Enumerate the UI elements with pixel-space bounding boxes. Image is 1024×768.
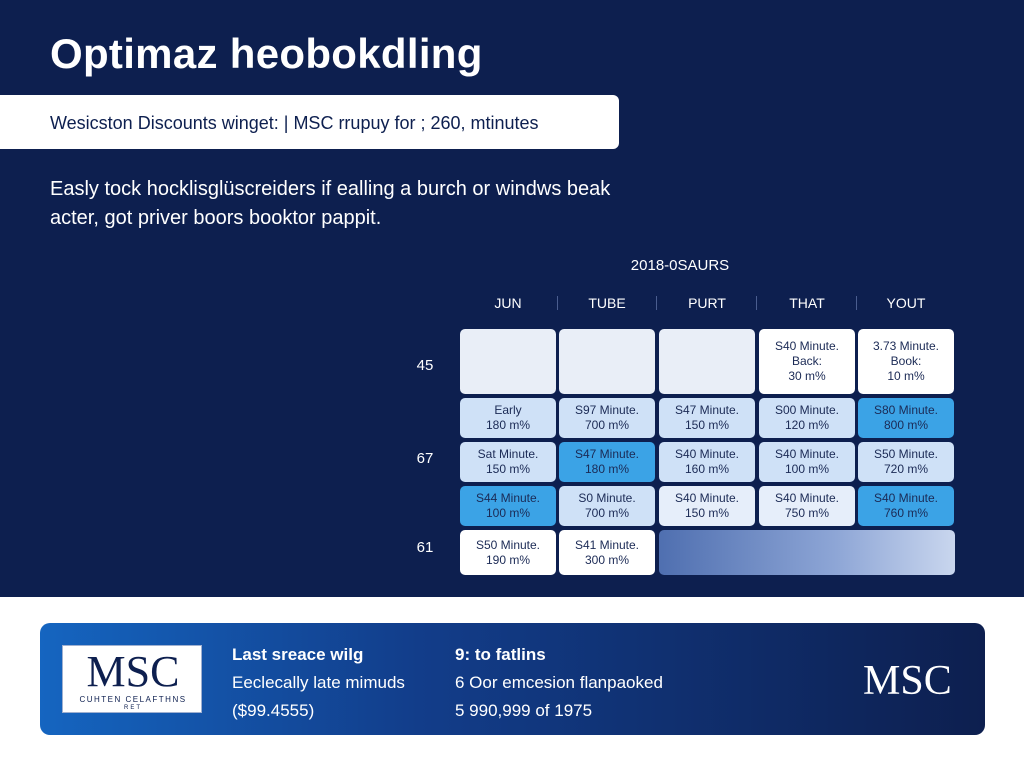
msc-brand-mark: MSC — [863, 658, 952, 704]
slot-cell[interactable]: S40 Minute. 100 m% — [759, 442, 855, 482]
slot-cell[interactable]: S50 Minute. 190 m% — [460, 530, 556, 575]
logo-subtitle: CUHTEN CELAFTHNS — [79, 695, 187, 704]
slot-cell-text: 800 m% — [883, 418, 929, 432]
footer-left-line-1: Eeclecally late mimuds — [232, 673, 405, 692]
footer-right-line-2: 5 990,999 of 1975 — [455, 701, 593, 720]
slot-cell[interactable]: Sat Minute. 150 m% — [460, 442, 556, 482]
slot-cell[interactable]: S00 Minute. 120 m% — [759, 398, 855, 438]
row-label: 67 — [416, 450, 434, 467]
column-header-purt[interactable]: PURT — [688, 295, 726, 311]
slot-cell-text: S0 Minute. — [578, 491, 636, 505]
slot-cell[interactable] — [460, 329, 556, 394]
slot-cell-text: 150 m% — [684, 506, 730, 520]
slot-cell-text: S40 Minute. — [674, 447, 740, 461]
slot-cell-text: 720 m% — [883, 462, 929, 476]
slot-cell[interactable]: S41 Minute. 300 m% — [559, 530, 655, 575]
slot-cell[interactable]: S44 Minute. 100 m% — [460, 486, 556, 526]
slot-cell[interactable]: S40 Minute. 160 m% — [659, 442, 755, 482]
row-label: 61 — [416, 539, 434, 556]
slot-cell-text: S44 Minute. — [475, 491, 541, 505]
slot-cell-text: 180 m% — [584, 462, 630, 476]
slot-cell[interactable]: Early 180 m% — [460, 398, 556, 438]
slot-cell-text: Book: — [890, 354, 922, 368]
slot-cell-text: Sat Minute. — [477, 447, 539, 461]
footer-right-heading: 9: to fatlins — [455, 645, 546, 664]
column-separator — [557, 296, 558, 310]
slot-cell-text: Early — [494, 403, 522, 417]
grid-title: 2018-0SAURS — [630, 257, 730, 274]
discount-banner[interactable]: Wesicston Discounts winget: | MSC rrupuy… — [0, 95, 619, 149]
hero-section: Optimaz heobokdling Wesicston Discounts … — [0, 0, 1024, 597]
slot-cell-text: S50 Minute. — [475, 537, 541, 552]
slot-cell-text: S47 Minute. — [674, 403, 740, 417]
slot-cell-text: S40 Minute. — [774, 491, 840, 505]
slot-cell[interactable]: S47 Minute. 180 m% — [559, 442, 655, 482]
column-header-jun[interactable]: JUN — [494, 295, 522, 311]
column-separator — [856, 296, 857, 310]
slot-cell-text: 100 m% — [485, 506, 531, 520]
slot-cell-text: 30 m% — [788, 369, 826, 383]
slot-cell-text: S97 Minute. — [574, 403, 640, 417]
slot-cell[interactable] — [559, 329, 655, 394]
footer-left-heading: Last sreace wilg — [232, 645, 364, 664]
logo-main-text: MSC — [86, 647, 180, 696]
slot-cell-text: S80 Minute. — [873, 403, 939, 417]
banner-text: Wesicston Discounts winget: | MSC rrupuy… — [50, 113, 539, 133]
msc-logo: MSC CUHTEN CELAFTHNS RET — [62, 645, 202, 713]
column-separator — [756, 296, 757, 310]
availability-bar — [659, 530, 955, 575]
slot-cell-text: 150 m% — [684, 418, 730, 432]
slot-cell-text: S40 Minute. — [674, 491, 740, 505]
slot-cell[interactable]: S0 Minute. 700 m% — [559, 486, 655, 526]
slot-cell-text: 150 m% — [485, 462, 531, 476]
slot-cell-text: S41 Minute. — [574, 537, 640, 552]
column-header-tube[interactable]: TUBE — [588, 295, 626, 311]
slot-cell[interactable] — [659, 329, 755, 394]
slot-cell-text: S47 Minute. — [574, 447, 640, 461]
slot-cell-text: S40 Minute. — [873, 491, 939, 505]
slot-cell-text: S50 Minute. — [873, 447, 939, 461]
slot-cell-text: 180 m% — [485, 418, 531, 432]
footer-right-line-1: 6 Oor emcesion flanpaoked — [455, 673, 663, 692]
slot-cell-text: 10 m% — [887, 369, 925, 383]
slot-cell[interactable]: S40 Minute. 760 m% — [858, 486, 954, 526]
slot-cell-text: 190 m% — [485, 552, 531, 567]
slot-cell[interactable]: S97 Minute. 700 m% — [559, 398, 655, 438]
slot-cell-text: Back: — [791, 354, 822, 368]
slot-cell-text: 160 m% — [684, 462, 730, 476]
slot-cell-text: S00 Minute. — [774, 403, 840, 417]
slot-cell[interactable]: S40 Minute. 750 m% — [759, 486, 855, 526]
slot-cell-text: 120 m% — [784, 418, 830, 432]
slot-cell-text: 100 m% — [784, 462, 830, 476]
slot-cell[interactable]: S40 Minute. 150 m% — [659, 486, 755, 526]
column-separator — [656, 296, 657, 310]
slot-cell-text: S40 Minute. — [774, 447, 840, 461]
column-header-yout[interactable]: YOUT — [886, 295, 926, 311]
slot-cell-text: 300 m% — [584, 552, 630, 567]
footer-left-line-2: ($99.4555) — [232, 701, 315, 720]
slot-cell[interactable]: 3.73 Minute. Book: 10 m% — [858, 329, 954, 394]
footer-panel: MSC CUHTEN CELAFTHNS RET Last sreace wil… — [40, 623, 985, 735]
slot-cell-text: S40 Minute. — [774, 339, 840, 353]
row-label: 45 — [416, 357, 434, 374]
slot-cell-text: 3.73 Minute. — [872, 339, 940, 353]
slot-cell-text: 700 m% — [584, 506, 630, 520]
logo-subtitle-2: RET — [124, 705, 142, 711]
slot-cell[interactable]: S47 Minute. 150 m% — [659, 398, 755, 438]
slot-cell[interactable]: S40 Minute. Back: 30 m% — [759, 329, 855, 394]
slot-cell-text: 750 m% — [784, 506, 830, 520]
slot-cell-text: 700 m% — [584, 418, 630, 432]
page-title: Optimaz heobokdling — [50, 30, 483, 77]
page-description: Easly tock hocklisglüscreiders if eallin… — [50, 178, 611, 229]
column-header-that[interactable]: THAT — [789, 295, 825, 311]
slot-cell[interactable]: S80 Minute. 800 m% — [858, 398, 954, 438]
slot-cell-text: 760 m% — [883, 506, 929, 520]
slot-cell[interactable]: S50 Minute. 720 m% — [858, 442, 954, 482]
